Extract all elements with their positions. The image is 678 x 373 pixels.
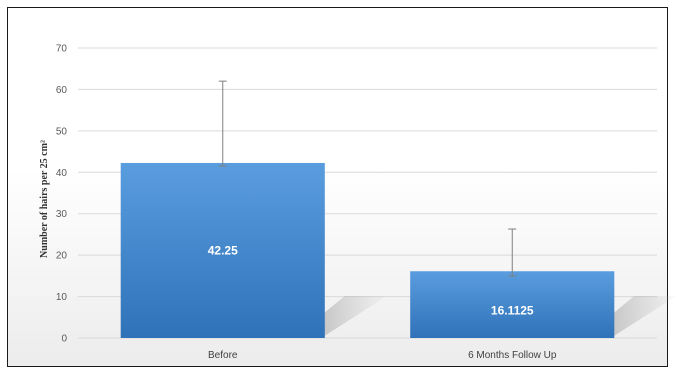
y-tick-label: 10 — [56, 292, 68, 303]
y-tick-label: 40 — [56, 168, 68, 179]
y-tick-label: 0 — [61, 334, 67, 345]
x-category-label: 6 Months Follow Up — [468, 350, 557, 361]
y-tick-label: 60 — [56, 85, 68, 96]
y-tick-label: 20 — [56, 251, 68, 262]
x-category-label: Before — [208, 350, 238, 361]
error-bars — [218, 80, 517, 277]
x-axis-categories: Before 6 Months Follow Up — [208, 350, 557, 361]
y-axis-ticks: 0 10 20 30 40 50 60 70 — [56, 44, 68, 345]
bar — [410, 271, 615, 338]
bars — [120, 162, 615, 338]
y-tick-label: 30 — [56, 209, 68, 220]
data-label: 42.25 — [208, 243, 238, 257]
data-labels: 42.25 16.1125 — [208, 243, 534, 317]
y-axis-label: Number of hairs per 25 cm² — [39, 140, 50, 258]
bar — [120, 162, 325, 338]
y-tick-label: 50 — [56, 126, 68, 137]
y-tick-label: 70 — [56, 44, 68, 55]
data-label: 16.1125 — [491, 304, 534, 318]
